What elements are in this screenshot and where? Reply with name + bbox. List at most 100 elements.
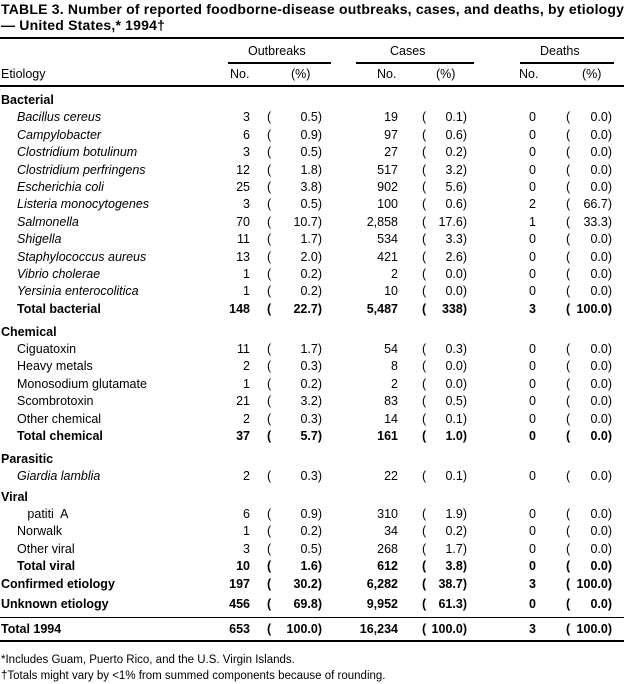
paren-open: ( — [566, 266, 571, 281]
cases-count: 83 — [384, 394, 398, 409]
etiology-label: Heavy metals — [17, 359, 93, 374]
outbreaks-percent-value: 5.7 — [300, 428, 318, 443]
outbreaks-percent-value: 0.5 — [300, 541, 318, 556]
outbreaks-count: 6 — [243, 127, 250, 142]
paren-open: ( — [267, 559, 272, 574]
paren-open: ( — [267, 266, 272, 281]
cases-percent: 1.9) — [445, 506, 467, 521]
paren-open: ( — [422, 197, 427, 212]
deaths-percent: 0.0) — [590, 411, 612, 426]
paren-open: ( — [566, 394, 571, 409]
paren-open: ( — [267, 428, 272, 443]
etiology-label: Escherichia coli — [17, 179, 104, 194]
deaths-count: 2 — [529, 197, 536, 212]
etiology-label: Norwalk — [17, 524, 63, 539]
total-row: Total bacterial 148 (22.7) 5,487 (338) 3 (100.… — [0, 301, 624, 318]
cases-count: 14 — [384, 411, 398, 426]
cases-percent: 38.7) — [438, 576, 467, 591]
paren-open: ( — [566, 541, 571, 556]
deaths-percent-value: 100.0 — [576, 301, 608, 316]
table-row: Staphylococcus aureus 13 (2.0) 421 (2.6) 0 (0.… — [0, 249, 624, 266]
etiology-label: Confirmed etiology — [1, 576, 115, 591]
cases-count: 534 — [377, 232, 398, 247]
paren-open: ( — [422, 506, 427, 521]
cases-count: 2,858 — [366, 214, 398, 229]
outbreaks-percent-value: 10.7 — [293, 214, 318, 229]
paren-open: ( — [566, 524, 571, 539]
etiology-label: Monosodium glutamate — [17, 376, 147, 391]
paren-open: ( — [267, 411, 272, 426]
paren-open: ( — [267, 179, 272, 194]
outbreaks-percent: 1.8) — [300, 162, 322, 177]
deaths-percent-value: 0.0 — [590, 469, 608, 484]
outbreaks-percent-value: 0.5 — [300, 197, 318, 212]
paren-open: ( — [566, 110, 571, 125]
deaths-count: 0 — [529, 145, 536, 160]
deaths-count: 0 — [529, 559, 536, 574]
outbreaks-percent: 0.2) — [300, 266, 322, 281]
deaths-percent-value: 0.0 — [590, 376, 608, 391]
paren-open: ( — [422, 411, 427, 426]
paren-open: ( — [566, 428, 571, 443]
deaths-underline — [520, 62, 614, 64]
cases-percent: 0.0) — [445, 266, 467, 281]
etiology-label: Parasitic — [1, 451, 54, 466]
cases-percent: 3.3) — [445, 232, 467, 247]
cases-percent-value: 5.6 — [445, 179, 463, 194]
paren-open: ( — [267, 249, 272, 264]
deaths-percent-value: 0.0 — [590, 162, 608, 177]
summary-row: Unknown etiology 456 (69.8) 9,952 (61.3) 0 (0.… — [0, 596, 624, 613]
header-deaths: Deaths — [540, 44, 580, 58]
header-rule — [0, 85, 624, 87]
cases-percent: 0.6) — [445, 197, 467, 212]
deaths-percent: 66.7) — [583, 197, 612, 212]
cases-percent: 100.0) — [431, 622, 467, 637]
deaths-percent-value: 0.0 — [590, 341, 608, 356]
paren-open: ( — [422, 376, 427, 391]
outbreaks-percent-value: 0.9 — [300, 127, 318, 142]
cases-percent-value: 0.2 — [445, 145, 463, 160]
top-rule — [0, 37, 624, 39]
table-row: Escherichia coli 25 (3.8) 902 (5.6) 0 (0.0) — [0, 179, 624, 196]
outbreaks-percent-value: 1.7 — [300, 341, 318, 356]
cases-count: 54 — [384, 341, 398, 356]
cases-count: 2 — [391, 266, 398, 281]
paren-open: ( — [566, 127, 571, 142]
paren-open: ( — [566, 359, 571, 374]
deaths-count: 0 — [529, 359, 536, 374]
outbreaks-percent: 0.5) — [300, 197, 322, 212]
outbreaks-count: 1 — [243, 524, 250, 539]
table-row: Salmonella 70 (10.7) 2,858 (17.6) 1 (33.3) — [0, 214, 624, 231]
header-outbreaks: Outbreaks — [248, 44, 306, 58]
header-outbreaks-no: No. — [230, 67, 250, 81]
outbreaks-count: 21 — [236, 394, 250, 409]
deaths-count: 0 — [529, 162, 536, 177]
header-etiology: Etiology — [1, 67, 46, 81]
etiology-label: Staphylococcus aureus — [17, 249, 147, 264]
cases-percent-value: 0.1 — [445, 411, 463, 426]
header-cases-pct: (%) — [436, 67, 456, 81]
deaths-count: 1 — [529, 214, 536, 229]
cases-percent: 0.3) — [445, 341, 467, 356]
paren-open: ( — [422, 622, 427, 637]
cases-percent-value: 0.6 — [445, 127, 463, 142]
etiology-label: Giardia lamblia — [17, 469, 101, 484]
paren-open: ( — [566, 469, 571, 484]
table-title: TABLE 3. Number of reported foodborne-di… — [1, 1, 624, 33]
deaths-count: 0 — [529, 249, 536, 264]
cases-percent: 0.1) — [445, 411, 467, 426]
deaths-percent-value: 0.0 — [590, 596, 608, 611]
outbreaks-percent: 2.0) — [300, 249, 322, 264]
etiology-label: Vibrio cholerae — [17, 266, 101, 281]
paren-open: ( — [267, 622, 272, 637]
cases-count: 612 — [377, 559, 398, 574]
paren-open: ( — [267, 145, 272, 160]
outbreaks-count: 3 — [243, 110, 250, 125]
etiology-label: Bacterial — [1, 93, 54, 107]
cases-percent: 0.2) — [445, 145, 467, 160]
outbreaks-percent-value: 0.2 — [300, 266, 318, 281]
paren-open: ( — [566, 214, 571, 229]
cases-count: 902 — [377, 179, 398, 194]
outbreaks-percent-value: 100.0 — [286, 622, 318, 637]
cases-percent: 0.1) — [445, 110, 467, 125]
